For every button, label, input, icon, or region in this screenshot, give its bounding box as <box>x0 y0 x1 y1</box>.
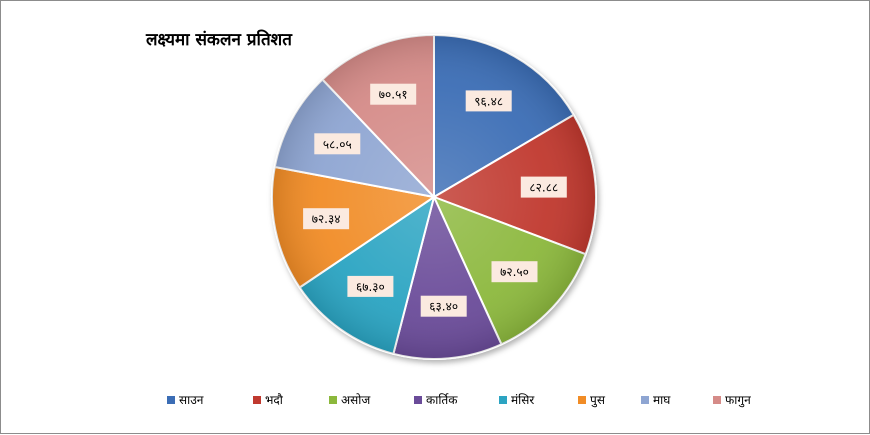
data-label-box <box>520 176 567 198</box>
data-label-value: ६७.३० <box>356 280 385 294</box>
data-label-box <box>314 133 361 155</box>
data-label-value: ७२.५० <box>500 265 529 279</box>
data-label-8: ७०.५१ <box>370 83 417 105</box>
legend-label: फागुन <box>725 393 751 407</box>
legend-swatch <box>253 395 261 404</box>
data-label-value: ७०.५१ <box>379 88 408 102</box>
legend-swatch <box>499 395 507 404</box>
legend-label: मंसिर <box>511 393 535 407</box>
legend-label: साउन <box>179 393 204 407</box>
data-label-1: ९६.४८ <box>465 90 512 112</box>
legend-swatch <box>167 395 175 404</box>
legend-label: कार्तिक <box>426 393 458 407</box>
legend-item: पुस <box>578 391 605 408</box>
data-label-box <box>420 295 467 317</box>
data-label-6: ७२.३४ <box>303 208 350 230</box>
data-label-value: ९६.४८ <box>474 94 503 108</box>
pie-data-labels: ९६.४८ ८२.८८ ७२.५० ६३.४० ६७.३० ७२.३४ ५८.०५ ७०.५१ <box>303 83 567 317</box>
legend-item: फागुन <box>713 391 751 408</box>
data-label-4: ६३.४० <box>420 295 467 317</box>
data-label-box <box>303 208 350 230</box>
legend-item: साउन <box>167 391 203 408</box>
data-label-7: ५८.०५ <box>314 133 361 155</box>
legend-swatch <box>329 395 337 404</box>
legend-label: असोज <box>341 393 371 407</box>
data-label-value: ८२.८८ <box>529 181 558 195</box>
legend-item: असोज <box>329 391 370 408</box>
legend-swatch <box>641 395 649 404</box>
data-label-value: ५८.०५ <box>323 137 352 151</box>
data-label-3: ७२.५० <box>491 261 538 283</box>
data-label-box <box>491 261 538 283</box>
legend-item: भदौ <box>253 391 283 408</box>
data-label-2: ८२.८८ <box>520 176 567 198</box>
data-label-5: ६७.३० <box>347 275 394 297</box>
legend-label: माघ <box>653 393 671 407</box>
legend-swatch <box>713 395 721 404</box>
legend-swatch <box>578 395 586 404</box>
data-label-box <box>465 90 512 112</box>
data-label-value: ७२.३४ <box>312 212 341 226</box>
data-label-value: ६३.४० <box>429 300 458 314</box>
legend-swatch <box>414 395 422 404</box>
legend-item: माघ <box>641 391 670 408</box>
chart-legend: साउन भदौ असोज कार्तिक मंसिर पुस माघ फागुन <box>1 391 870 409</box>
chart-title: लक्ष्यमा संकलन प्रतिशत <box>146 30 292 50</box>
legend-item: मंसिर <box>499 391 534 408</box>
data-label-box <box>370 83 417 105</box>
legend-item: कार्तिक <box>414 391 458 408</box>
data-label-box <box>347 275 394 297</box>
legend-label: पुस <box>590 393 605 407</box>
legend-label: भदौ <box>265 393 283 407</box>
